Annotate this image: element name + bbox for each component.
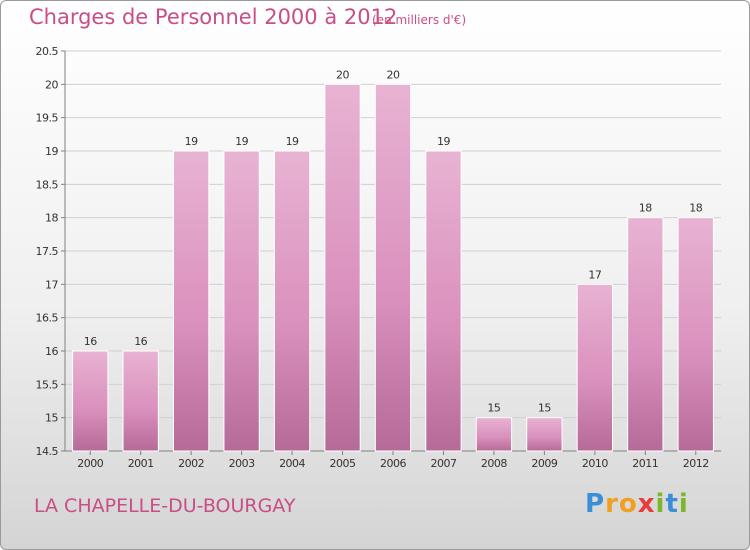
y-tick-label: 19: [45, 145, 58, 158]
chart-title: Charges de Personnel 2000 à 2012: [29, 5, 398, 29]
bar-2010: [576, 283, 614, 452]
value-label-2007: 19: [437, 135, 450, 148]
x-tick-label-2007: 2007: [430, 457, 456, 470]
y-tick-label: 19.5: [36, 112, 59, 125]
x-tick-label-2004: 2004: [279, 457, 305, 470]
y-tick-label: 17.5: [36, 245, 59, 258]
x-tick-label-2000: 2000: [77, 457, 103, 470]
bar-2006: [374, 83, 412, 452]
logo-letter: r: [605, 489, 619, 519]
value-label-2005: 20: [336, 68, 349, 81]
bar-2000: [72, 350, 109, 452]
value-label-2001: 16: [134, 335, 147, 348]
bar-2005: [324, 83, 361, 452]
logo-letter: i: [678, 489, 689, 519]
x-tick-label-2012: 2012: [683, 457, 709, 470]
logo-letter: P: [585, 489, 606, 519]
x-tick-label-2003: 2003: [229, 457, 255, 470]
x-tick-label-2011: 2011: [632, 457, 658, 470]
value-label-2010: 17: [588, 268, 601, 281]
value-label-2011: 18: [639, 202, 652, 215]
logo-letter: i: [655, 489, 666, 519]
y-tick-label: 20.5: [36, 45, 59, 58]
x-tick-label-2001: 2001: [128, 457, 154, 470]
y-tick-label: 17: [45, 278, 58, 291]
place-name: LA CHAPELLE-DU-BOURGAY: [34, 495, 296, 517]
y-tick-label: 14.5: [36, 445, 59, 458]
value-label-2003: 19: [235, 135, 248, 148]
value-label-2008: 15: [487, 402, 500, 415]
bar-2004: [273, 150, 311, 452]
value-label-2002: 19: [185, 135, 198, 148]
bar-2008: [475, 417, 513, 452]
proxiti-logo: Proxiti: [585, 489, 689, 519]
bar-2001: [122, 350, 159, 452]
bar-2009: [526, 417, 563, 452]
x-tick-label-2006: 2006: [380, 457, 406, 470]
y-tick-label: 15: [45, 412, 58, 425]
value-label-2009: 15: [538, 402, 551, 415]
x-tick-label-2010: 2010: [582, 457, 608, 470]
bar-2003: [223, 150, 260, 452]
value-label-2006: 20: [387, 68, 400, 81]
x-tick-label-2009: 2009: [531, 457, 557, 470]
value-label-2004: 19: [286, 135, 299, 148]
value-label-2012: 18: [689, 202, 702, 215]
y-tick-label: 16.5: [36, 312, 59, 325]
y-tick-label: 20: [45, 78, 58, 91]
x-tick-label-2002: 2002: [178, 457, 204, 470]
logo-letter: o: [618, 489, 638, 519]
x-tick-label-2008: 2008: [481, 457, 507, 470]
y-tick-label: 15.5: [36, 378, 59, 391]
value-label-2000: 16: [84, 335, 97, 348]
logo-letter: t: [665, 489, 679, 519]
bar-2002: [172, 150, 210, 452]
y-tick-label: 16: [45, 345, 58, 358]
chart-unit: (en milliers d'€): [372, 13, 467, 27]
logo-letter: x: [637, 489, 656, 519]
y-tick-label: 18: [45, 212, 58, 225]
y-tick-label: 18.5: [36, 178, 59, 191]
bar-2011: [627, 217, 664, 452]
bar-2012: [677, 217, 714, 452]
bar-2007: [425, 150, 462, 452]
x-tick-label-2005: 2005: [330, 457, 356, 470]
